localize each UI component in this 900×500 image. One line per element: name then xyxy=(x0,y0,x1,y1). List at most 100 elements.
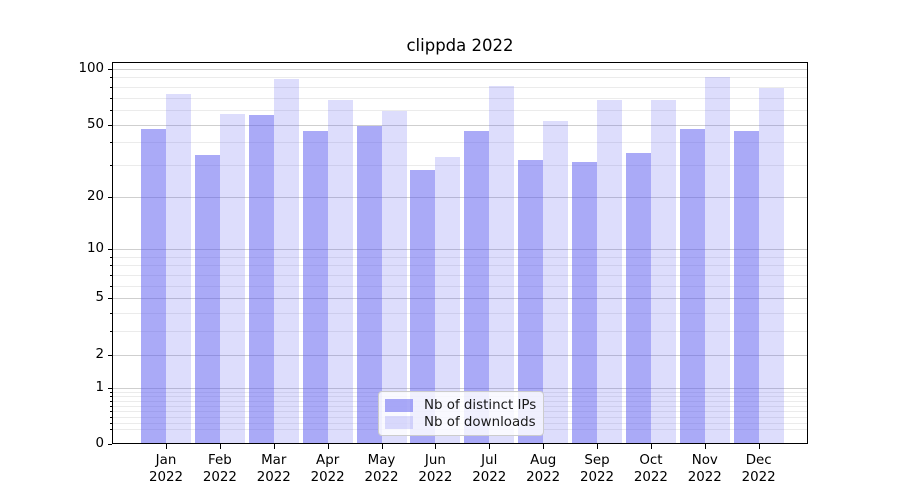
y-gridline-minor xyxy=(112,285,808,287)
y-gridline-minor xyxy=(112,256,808,258)
legend-item-distinct-ips: Nb of distinct IPs xyxy=(385,399,537,412)
y-tick-mark-minor xyxy=(109,400,112,402)
y-tick-mark-minor xyxy=(109,285,112,287)
y-tick-mark xyxy=(107,196,112,198)
bar-nb-of-downloads-feb-2022 xyxy=(219,114,245,444)
chart-title: clippda 2022 xyxy=(406,36,514,55)
y-tick-mark-minor xyxy=(109,164,112,166)
bar-nb-of-downloads-jan-2022 xyxy=(166,94,191,444)
x-tick-mark xyxy=(758,444,760,449)
y-tick-mark-minor xyxy=(109,97,112,99)
y-tick-mark xyxy=(107,387,112,389)
y-gridline-minor xyxy=(112,164,808,166)
x-tick-label: Jun 2022 xyxy=(418,453,453,485)
x-tick-mark xyxy=(219,444,221,449)
y-gridline-minor xyxy=(112,77,808,79)
y-tick-mark-minor xyxy=(109,416,112,418)
bar-nb-of-distinct-ips-nov-2022 xyxy=(679,129,705,444)
bar-nb-of-downloads-nov-2022 xyxy=(704,77,730,444)
bar-nb-of-distinct-ips-oct-2022 xyxy=(625,152,651,444)
y-gridline-major xyxy=(112,249,808,251)
y-tick-mark xyxy=(107,444,112,445)
x-tick-label: Jul 2022 xyxy=(472,453,507,485)
legend: Nb of distinct IPs Nb of downloads xyxy=(378,391,544,436)
bar-nb-of-downloads-mar-2022 xyxy=(273,79,299,444)
x-tick-label: May 2022 xyxy=(364,453,399,485)
y-tick-label: 100 xyxy=(78,61,104,76)
x-tick-label: Feb 2022 xyxy=(202,453,237,485)
bar-nb-of-distinct-ips-mar-2022 xyxy=(248,115,274,444)
bar-nb-of-distinct-ips-dec-2022 xyxy=(733,131,759,444)
legend-item-downloads: Nb of downloads xyxy=(385,416,537,429)
x-tick-label: Jan 2022 xyxy=(148,453,184,485)
y-tick-mark xyxy=(107,354,112,356)
y-tick-mark-minor xyxy=(109,411,112,413)
bar-nb-of-distinct-ips-feb-2022 xyxy=(194,155,220,444)
y-gridline-minor xyxy=(112,275,808,277)
plot-frame xyxy=(112,62,808,444)
y-gridline-minor xyxy=(112,142,808,144)
y-tick-mark-minor xyxy=(109,331,112,333)
y-tick-mark-minor xyxy=(109,265,112,267)
y-gridline-minor xyxy=(112,109,808,111)
y-tick-mark-minor xyxy=(109,77,112,79)
bar-nb-of-distinct-ips-jan-2022 xyxy=(141,129,166,444)
y-gridline-major xyxy=(112,298,808,300)
y-tick-mark-minor xyxy=(109,422,112,424)
x-tick-mark xyxy=(381,444,383,449)
legend-label-downloads: Nb of downloads xyxy=(424,415,536,430)
x-tick-mark xyxy=(327,444,329,449)
bar-nb-of-downloads-dec-2022 xyxy=(758,87,784,444)
y-tick-mark-minor xyxy=(109,109,112,111)
y-tick-mark xyxy=(107,298,112,300)
y-tick-label: 50 xyxy=(86,116,104,132)
x-tick-label: Mar 2022 xyxy=(256,453,291,485)
y-tick-mark-minor xyxy=(109,429,112,431)
x-tick-mark xyxy=(704,444,706,449)
legend-swatch-distinct-ips xyxy=(385,399,413,412)
y-tick-label: 0 xyxy=(95,436,104,451)
bar-nb-of-downloads-sep-2022 xyxy=(597,99,623,444)
y-tick-label: 1 xyxy=(95,379,104,395)
y-tick-mark xyxy=(107,249,112,251)
y-tick-mark xyxy=(107,69,112,70)
x-tick-mark xyxy=(273,444,275,449)
y-tick-mark-minor xyxy=(109,86,112,88)
y-tick-mark-minor xyxy=(109,275,112,277)
x-tick-label: Dec 2022 xyxy=(741,453,776,485)
bar-nb-of-distinct-ips-may-2022 xyxy=(356,126,382,444)
x-tick-label: Apr 2022 xyxy=(310,453,345,485)
bar-nb-of-downloads-jul-2022 xyxy=(489,85,515,444)
x-tick-mark xyxy=(650,444,652,449)
y-tick-mark-minor xyxy=(109,142,112,144)
x-tick-mark xyxy=(166,444,167,449)
x-tick-mark xyxy=(543,444,545,449)
y-tick-label: 10 xyxy=(86,241,104,257)
y-tick-mark xyxy=(107,124,112,126)
x-tick-label: Aug 2022 xyxy=(526,453,561,485)
y-tick-mark-minor xyxy=(109,405,112,407)
x-tick-label: Oct 2022 xyxy=(633,453,668,485)
y-tick-label: 5 xyxy=(95,290,104,306)
x-tick-mark xyxy=(597,444,599,449)
y-gridline-minor xyxy=(112,331,808,333)
y-tick-label: 2 xyxy=(95,346,104,362)
y-tick-mark-minor xyxy=(109,313,112,315)
y-gridline-minor xyxy=(112,86,808,88)
x-tick-label: Sep 2022 xyxy=(579,453,615,485)
bar-nb-of-downloads-oct-2022 xyxy=(650,99,676,444)
x-tick-mark xyxy=(489,444,491,449)
x-tick-mark xyxy=(435,444,437,449)
x-tick-label: Nov 2022 xyxy=(687,453,722,485)
y-gridline-minor xyxy=(112,97,808,99)
y-gridline-major xyxy=(112,354,808,356)
y-tick-label: 20 xyxy=(86,188,104,204)
y-gridline-major xyxy=(112,124,808,126)
y-gridline-major xyxy=(112,69,808,70)
bar-nb-of-distinct-ips-sep-2022 xyxy=(572,162,598,444)
bar-nb-of-downloads-aug-2022 xyxy=(543,121,569,444)
legend-label-distinct-ips: Nb of distinct IPs xyxy=(424,398,537,413)
bar-nb-of-distinct-ips-apr-2022 xyxy=(302,131,328,444)
bar-nb-of-downloads-apr-2022 xyxy=(327,99,353,444)
